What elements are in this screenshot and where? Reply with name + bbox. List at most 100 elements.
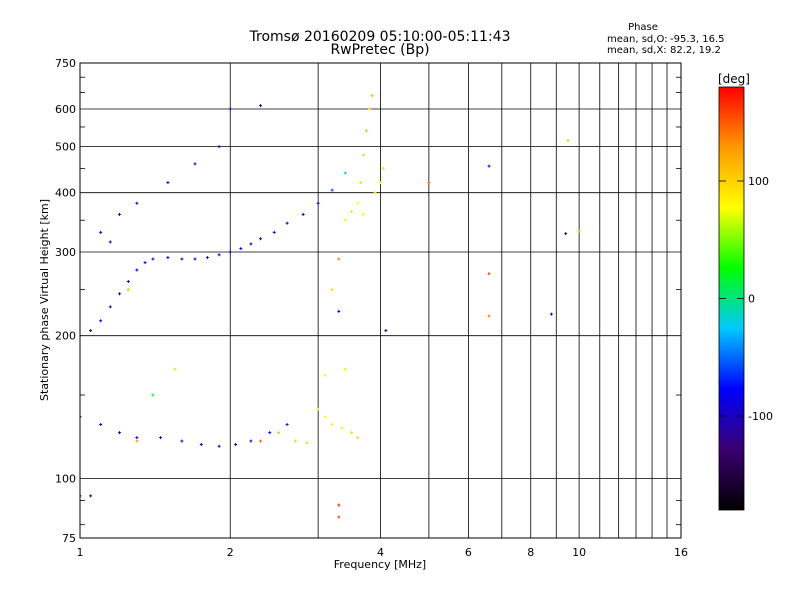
- data-point: [166, 256, 170, 260]
- data-point: [89, 329, 93, 333]
- y-tick-label: 100: [55, 473, 76, 486]
- data-point: [549, 312, 553, 316]
- data-point: [205, 256, 209, 260]
- data-point: [356, 201, 360, 205]
- data-point: [370, 94, 374, 98]
- data-point: [99, 423, 103, 427]
- data-point: [343, 218, 347, 222]
- data-point: [199, 443, 203, 447]
- x-axis: 1 2 4 6 8 10 16: [77, 546, 689, 559]
- data-point: [193, 162, 197, 166]
- data-point: [566, 139, 570, 143]
- data-point: [487, 314, 491, 318]
- data-point: [487, 272, 491, 276]
- y-tick-label: 200: [55, 330, 76, 343]
- colorbar-tick-label: 100: [748, 175, 769, 188]
- data-point: [108, 305, 112, 309]
- x-tick-label: 4: [377, 546, 384, 559]
- x-tick-label: 8: [527, 546, 534, 559]
- data-point: [384, 329, 388, 333]
- y-tick-label: 400: [55, 187, 76, 200]
- chart-subtitle: RwPretec (Bp): [330, 42, 429, 58]
- data-point: [99, 319, 103, 323]
- data-point: [330, 188, 334, 192]
- data-point: [249, 242, 253, 246]
- data-point: [89, 494, 93, 498]
- data-point: [367, 107, 371, 111]
- data-point: [180, 439, 184, 443]
- data-point: [126, 288, 130, 292]
- data-point: [135, 436, 139, 440]
- data-point: [217, 253, 221, 257]
- data-point: [330, 423, 334, 427]
- data-point: [293, 439, 297, 443]
- phase-stats-o-label: mean, sd,O:: [607, 34, 668, 45]
- y-axis: 75 100 200 300 400 500 600 750: [55, 57, 681, 545]
- data-point: [379, 181, 382, 185]
- data-point: [316, 201, 320, 205]
- data-point: [487, 164, 491, 168]
- colorbar-ticks: 100 0 -100: [719, 175, 773, 423]
- data-point: [340, 426, 344, 430]
- data-point: [249, 439, 253, 443]
- data-point: [143, 261, 147, 265]
- data-point: [135, 201, 139, 205]
- chart-title: Tromsø 20160209 05:10:00-05:11:43: [249, 29, 511, 45]
- y-axis-label: Stationary phase Virtual Height [km]: [38, 199, 51, 401]
- data-point: [159, 436, 163, 440]
- data-point: [337, 309, 341, 313]
- data-point: [277, 431, 281, 435]
- data-point: [337, 515, 341, 519]
- data-point: [228, 107, 232, 111]
- data-point: [217, 444, 221, 448]
- data-point: [135, 439, 139, 443]
- plot-frame: [79, 62, 682, 539]
- data-point: [285, 221, 289, 225]
- y-tick-label: 750: [55, 57, 76, 70]
- data-point: [193, 257, 197, 261]
- phase-stats-o-values: -95.3, 16.5: [670, 34, 725, 45]
- x-tick-label: 1: [77, 546, 84, 559]
- data-point: [126, 280, 130, 284]
- data-point: [118, 431, 122, 435]
- data-point: [80, 494, 82, 498]
- data-point: [577, 229, 581, 233]
- data-point: [359, 181, 363, 185]
- data-point: [151, 257, 155, 261]
- data-point: [118, 212, 122, 216]
- x-tick-label: 2: [227, 546, 234, 559]
- data-point: [173, 367, 177, 371]
- data-point: [135, 268, 139, 272]
- y-tick-label: 300: [55, 246, 76, 259]
- data-point: [118, 292, 122, 296]
- data-point: [323, 373, 327, 377]
- y-tick-label: 600: [55, 103, 76, 116]
- data-point: [151, 393, 155, 397]
- phase-stats-heading: Phase: [628, 22, 658, 33]
- data-points: [80, 94, 581, 519]
- data-point: [337, 503, 341, 507]
- data-point: [239, 247, 243, 251]
- data-point: [285, 423, 289, 427]
- data-point: [343, 367, 347, 371]
- data-point: [259, 104, 263, 108]
- data-point: [343, 171, 347, 175]
- data-point: [259, 439, 263, 443]
- data-point: [373, 191, 377, 195]
- data-point: [381, 166, 385, 170]
- phase-stats-x-label: mean, sd,X:: [607, 45, 667, 56]
- x-tick-label: 10: [572, 546, 586, 559]
- data-point: [272, 230, 276, 234]
- data-point: [564, 232, 568, 236]
- data-point: [323, 415, 327, 419]
- x-axis-label: Frequency [MHz]: [334, 558, 426, 571]
- colorbar-tick-label: 0: [748, 293, 755, 306]
- data-point: [80, 334, 82, 338]
- data-point: [228, 250, 232, 254]
- data-point: [234, 443, 238, 447]
- data-point: [268, 431, 272, 435]
- colorbar-label: [deg]: [718, 72, 750, 86]
- data-point: [305, 441, 309, 445]
- data-point: [330, 288, 334, 292]
